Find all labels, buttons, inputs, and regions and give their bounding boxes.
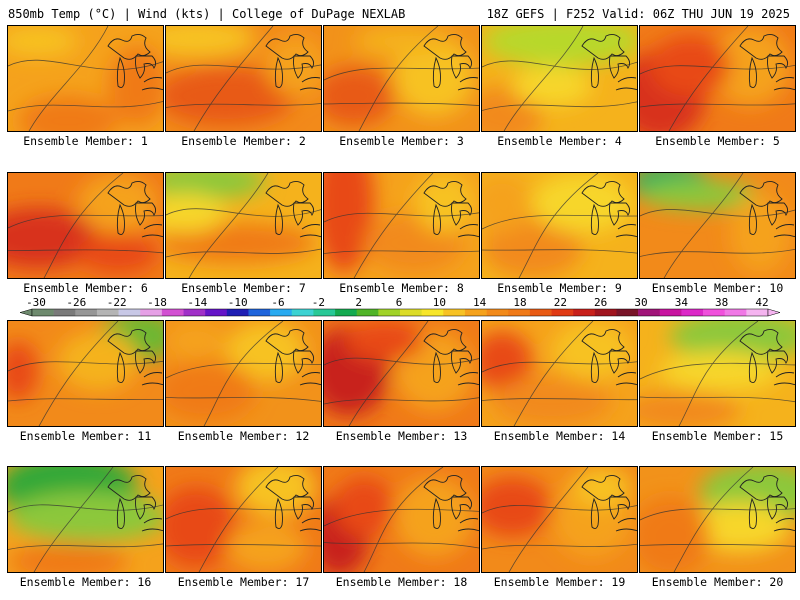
colorbar-swatch — [378, 309, 401, 316]
ensemble-map — [165, 320, 322, 427]
ensemble-map — [481, 172, 638, 279]
colorbar-tick-label: -30 — [26, 296, 46, 309]
colorbar-swatch — [356, 309, 379, 316]
colorbar-swatch — [140, 309, 163, 316]
colorbar-swatch — [724, 309, 747, 316]
chart-title: 850mb Temp (°C) | Wind (kts) | College o… — [8, 7, 406, 21]
colorbar-tick-label: 10 — [433, 296, 446, 309]
colorbar-swatch — [529, 309, 552, 316]
colorbar-tick-label: 26 — [594, 296, 607, 309]
colorbar-swatch — [205, 309, 228, 316]
ensemble-member-label: Ensemble Member: 19 — [493, 575, 626, 589]
ensemble-member-label: Ensemble Member: 11 — [19, 429, 152, 443]
ensemble-member-label: Ensemble Member: 12 — [177, 429, 310, 443]
colorbar-swatch — [638, 309, 661, 316]
colorbar-tick-label: 6 — [396, 296, 403, 309]
ensemble-map — [639, 466, 796, 573]
colorbar-swatch — [746, 309, 769, 316]
colorbar-swatch — [270, 309, 293, 316]
colorbar-swatch — [443, 309, 466, 316]
colorbar-tick-label: -2 — [312, 296, 325, 309]
colorbar-tick-label: -6 — [271, 296, 284, 309]
ensemble-member-label: Ensemble Member: 6 — [23, 281, 148, 295]
ensemble-map — [323, 466, 480, 573]
temperature-colorbar: -30 -26 -22 -18 -14 -10 -6 -2 2 6 10 14 18 22 26 30 34 38… — [19, 296, 781, 317]
colorbar-tick-label: 42 — [755, 296, 768, 309]
colorbar-tick-label: -14 — [187, 296, 207, 309]
colorbar-swatch — [313, 309, 336, 316]
colorbar-swatch — [681, 309, 704, 316]
colorbar-swatch — [161, 309, 184, 316]
colorbar-swatch — [486, 309, 509, 316]
ensemble-map — [323, 172, 480, 279]
ensemble-member-label: Ensemble Member: 2 — [181, 134, 306, 148]
colorbar-swatch — [53, 309, 76, 316]
ensemble-map — [7, 466, 164, 573]
colorbar-tick-label: -22 — [107, 296, 127, 309]
colorbar-tick-label: 22 — [554, 296, 567, 309]
ensemble-member-label: Ensemble Member: 20 — [651, 575, 784, 589]
ensemble-member-label: Ensemble Member: 17 — [177, 575, 310, 589]
colorbar-swatch — [551, 309, 574, 316]
colorbar-swatch — [421, 309, 444, 316]
ensemble-map — [481, 25, 638, 132]
ensemble-map — [165, 25, 322, 132]
ensemble-member-label: Ensemble Member: 18 — [335, 575, 468, 589]
colorbar-tick-label: -10 — [228, 296, 248, 309]
ensemble-member-label: Ensemble Member: 3 — [339, 134, 464, 148]
ensemble-member-label: Ensemble Member: 16 — [19, 575, 152, 589]
colorbar-tick-label: 38 — [715, 296, 728, 309]
ensemble-map — [639, 320, 796, 427]
ensemble-map — [481, 466, 638, 573]
colorbar-swatch — [400, 309, 422, 316]
colorbar-swatch — [508, 309, 531, 316]
colorbar-swatch — [703, 309, 726, 316]
colorbar-tick-label: -26 — [66, 296, 86, 309]
ensemble-member-label: Ensemble Member: 10 — [651, 281, 784, 295]
colorbar-swatch — [96, 309, 119, 316]
colorbar-swatch — [248, 309, 271, 316]
colorbar-swatch — [573, 309, 596, 316]
ensemble-member-label: Ensemble Member: 14 — [493, 429, 626, 443]
valid-time: 18Z GEFS | F252 Valid: 06Z THU JUN 19 20… — [486, 7, 790, 21]
ensemble-map — [323, 25, 480, 132]
ensemble-map — [7, 320, 164, 427]
colorbar-swatch — [226, 309, 249, 316]
ensemble-member-label: Ensemble Member: 9 — [497, 281, 622, 295]
ensemble-map — [7, 172, 164, 279]
ensemble-map — [165, 172, 322, 279]
colorbar-tick-label: 34 — [675, 296, 689, 309]
colorbar-swatch — [32, 309, 54, 316]
colorbar-tick-label: 2 — [355, 296, 362, 309]
colorbar-tick-label: 30 — [634, 296, 647, 309]
colorbar-tick-label: 14 — [473, 296, 487, 309]
ensemble-map — [7, 25, 164, 132]
colorbar-tick-label: -18 — [147, 296, 167, 309]
ensemble-member-label: Ensemble Member: 5 — [655, 134, 780, 148]
ensemble-map — [639, 25, 796, 132]
ensemble-member-label: Ensemble Member: 4 — [497, 134, 622, 148]
ensemble-member-label: Ensemble Member: 15 — [651, 429, 784, 443]
colorbar-swatch — [75, 309, 98, 316]
colorbar-max-arrow — [767, 308, 781, 317]
ensemble-map — [481, 320, 638, 427]
colorbar-swatch — [183, 309, 206, 316]
colorbar-swatch — [464, 309, 487, 316]
colorbar-swatch — [594, 309, 617, 316]
colorbar-swatch — [616, 309, 639, 316]
colorbar-swatch — [291, 309, 314, 316]
colorbar-tick-label: 18 — [513, 296, 526, 309]
ensemble-member-label: Ensemble Member: 8 — [339, 281, 464, 295]
colorbar-swatch — [335, 309, 358, 316]
ensemble-member-label: Ensemble Member: 13 — [335, 429, 468, 443]
colorbar-min-arrow — [19, 308, 33, 317]
ensemble-member-label: Ensemble Member: 1 — [23, 134, 148, 148]
ensemble-map — [639, 172, 796, 279]
ensemble-map — [323, 320, 480, 427]
ensemble-map — [165, 466, 322, 573]
ensemble-member-label: Ensemble Member: 7 — [181, 281, 306, 295]
colorbar-swatch — [659, 309, 682, 316]
colorbar-swatch — [118, 309, 141, 316]
